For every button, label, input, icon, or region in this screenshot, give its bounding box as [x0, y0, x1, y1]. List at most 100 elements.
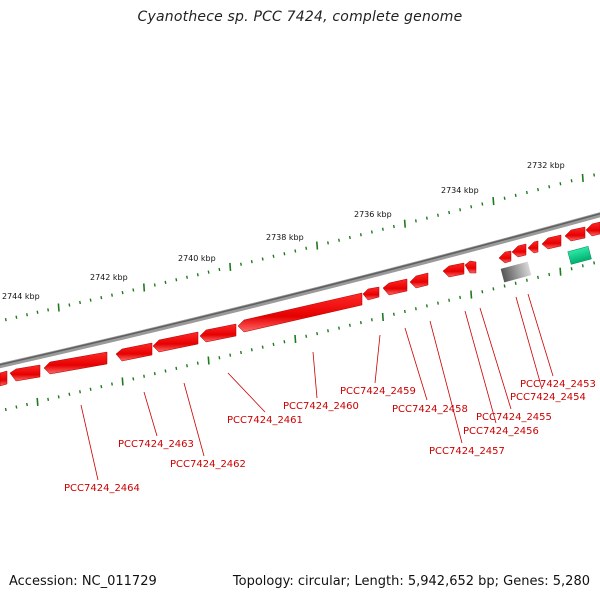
leader-line: [143, 391, 158, 437]
gene-arrow[interactable]: [464, 260, 477, 274]
kbp-labels: 2732 kbp 2734 kbp 2736 kbp 2738 kbp 2740…: [2, 161, 565, 301]
scale-tick: [294, 249, 297, 253]
scale-tick: [327, 241, 329, 245]
scale-tick: [525, 190, 528, 195]
scale-tick: [4, 317, 7, 322]
gene-arrow[interactable]: [199, 323, 237, 343]
scale-tick: [36, 310, 39, 314]
scale-tick: [218, 267, 221, 272]
scale-tick: [470, 205, 473, 209]
scale-tick: [111, 382, 113, 386]
scale-tick: [414, 219, 417, 223]
gene-label[interactable]: PCC7424_2459: [340, 386, 416, 397]
gene-arrow[interactable]: [541, 234, 562, 250]
scale-tick: [4, 407, 7, 412]
scale-tick: [111, 293, 113, 297]
gene-label[interactable]: PCC7424_2461: [227, 415, 303, 426]
gene-label[interactable]: PCC7424_2462: [170, 459, 246, 470]
scale-tick: [79, 300, 81, 305]
leader-line: [374, 334, 381, 384]
scale-tick: [470, 290, 473, 299]
scale-tick: [143, 374, 145, 378]
scale-tick: [196, 361, 199, 365]
gene-arrow[interactable]: [362, 286, 380, 301]
scale-tick: [57, 395, 60, 399]
gene-arrow[interactable]: [498, 250, 512, 264]
gene-label[interactable]: PCC7424_2463: [118, 439, 194, 450]
scale-tick: [570, 179, 573, 183]
scale-tick: [175, 278, 178, 282]
gene-label[interactable]: PCC7424_2458: [392, 404, 468, 415]
scale-tick: [26, 313, 28, 317]
gene-arrow[interactable]: [527, 240, 539, 254]
scale-tick: [305, 334, 308, 338]
scale-tick: [525, 278, 528, 282]
gene-label[interactable]: PCC7424_2453: [520, 379, 596, 390]
scale-tick: [459, 295, 462, 300]
scale-tick: [121, 290, 124, 295]
gene-arrow[interactable]: [152, 331, 199, 353]
scale-tick: [283, 340, 286, 344]
scale-tick: [261, 345, 264, 349]
leader-line: [464, 310, 497, 424]
gene-arrow[interactable]: [409, 272, 429, 289]
scale-tick: [47, 308, 50, 312]
gene-arrow[interactable]: [43, 351, 108, 375]
leader-line: [429, 320, 463, 444]
gene-arrow[interactable]: [9, 364, 41, 382]
scale-tick: [492, 287, 495, 291]
gene-label[interactable]: PCC7424_2460: [283, 401, 359, 412]
scale-tick: [459, 208, 462, 212]
scale-tick: [348, 323, 351, 327]
gene-arrow[interactable]: [511, 243, 527, 258]
gene-arrow[interactable]: [382, 278, 408, 296]
leader-line: [404, 327, 428, 401]
scale-tick: [186, 364, 188, 368]
gene-arrow[interactable]: [564, 226, 586, 242]
scale-tick: [261, 257, 264, 261]
scale-tick: [514, 281, 517, 285]
green-feature[interactable]: [567, 246, 592, 265]
scale-tick: [57, 303, 60, 312]
genome-backbone: [0, 212, 600, 369]
scale-tick: [316, 241, 319, 250]
scale-tick: [548, 272, 551, 277]
outer-scale-ticks: [4, 173, 596, 322]
gene-label[interactable]: PCC7424_2455: [476, 412, 552, 423]
gene-arrow[interactable]: [0, 370, 8, 387]
scale-tick: [229, 353, 232, 357]
gene-labels: PCC7424_2453 PCC7424_2454 PCC7424_2455 P…: [64, 293, 596, 494]
scale-tick: [207, 270, 210, 274]
gene-label[interactable]: PCC7424_2464: [64, 483, 140, 494]
genome-summary: Topology: circular; Length: 5,942,652 bp…: [232, 574, 590, 589]
gene-arrow[interactable]: [585, 221, 600, 237]
leader-line: [479, 307, 512, 410]
scale-tick: [338, 238, 340, 242]
scale-tick: [15, 405, 18, 409]
gene-arrow[interactable]: [237, 292, 363, 333]
scale-tick: [559, 182, 562, 186]
scale-tick: [327, 329, 329, 333]
scale-tick: [240, 262, 242, 266]
gene-label[interactable]: PCC7424_2457: [429, 446, 505, 457]
scale-tick: [47, 397, 50, 402]
scale-tick: [514, 193, 517, 198]
gene-arrow[interactable]: [115, 342, 153, 362]
scale-tick: [196, 273, 199, 277]
gene-label[interactable]: PCC7424_2456: [463, 426, 539, 437]
leader-line: [527, 293, 554, 377]
scale-tick: [250, 348, 253, 352]
grey-feature[interactable]: [500, 261, 532, 283]
gene-label[interactable]: PCC7424_2454: [510, 392, 586, 403]
gene-arrow[interactable]: [442, 262, 465, 278]
kbp-label: 2734 kbp: [441, 186, 479, 195]
kbp-label: 2732 kbp: [527, 161, 565, 170]
scale-tick: [294, 334, 297, 344]
scale-tick: [272, 342, 275, 347]
accession-text: Accession: NC_011729: [9, 574, 157, 589]
scale-tick: [164, 369, 167, 373]
scale-tick: [153, 283, 156, 287]
scale-tick: [15, 315, 18, 319]
scale-tick: [79, 390, 81, 394]
